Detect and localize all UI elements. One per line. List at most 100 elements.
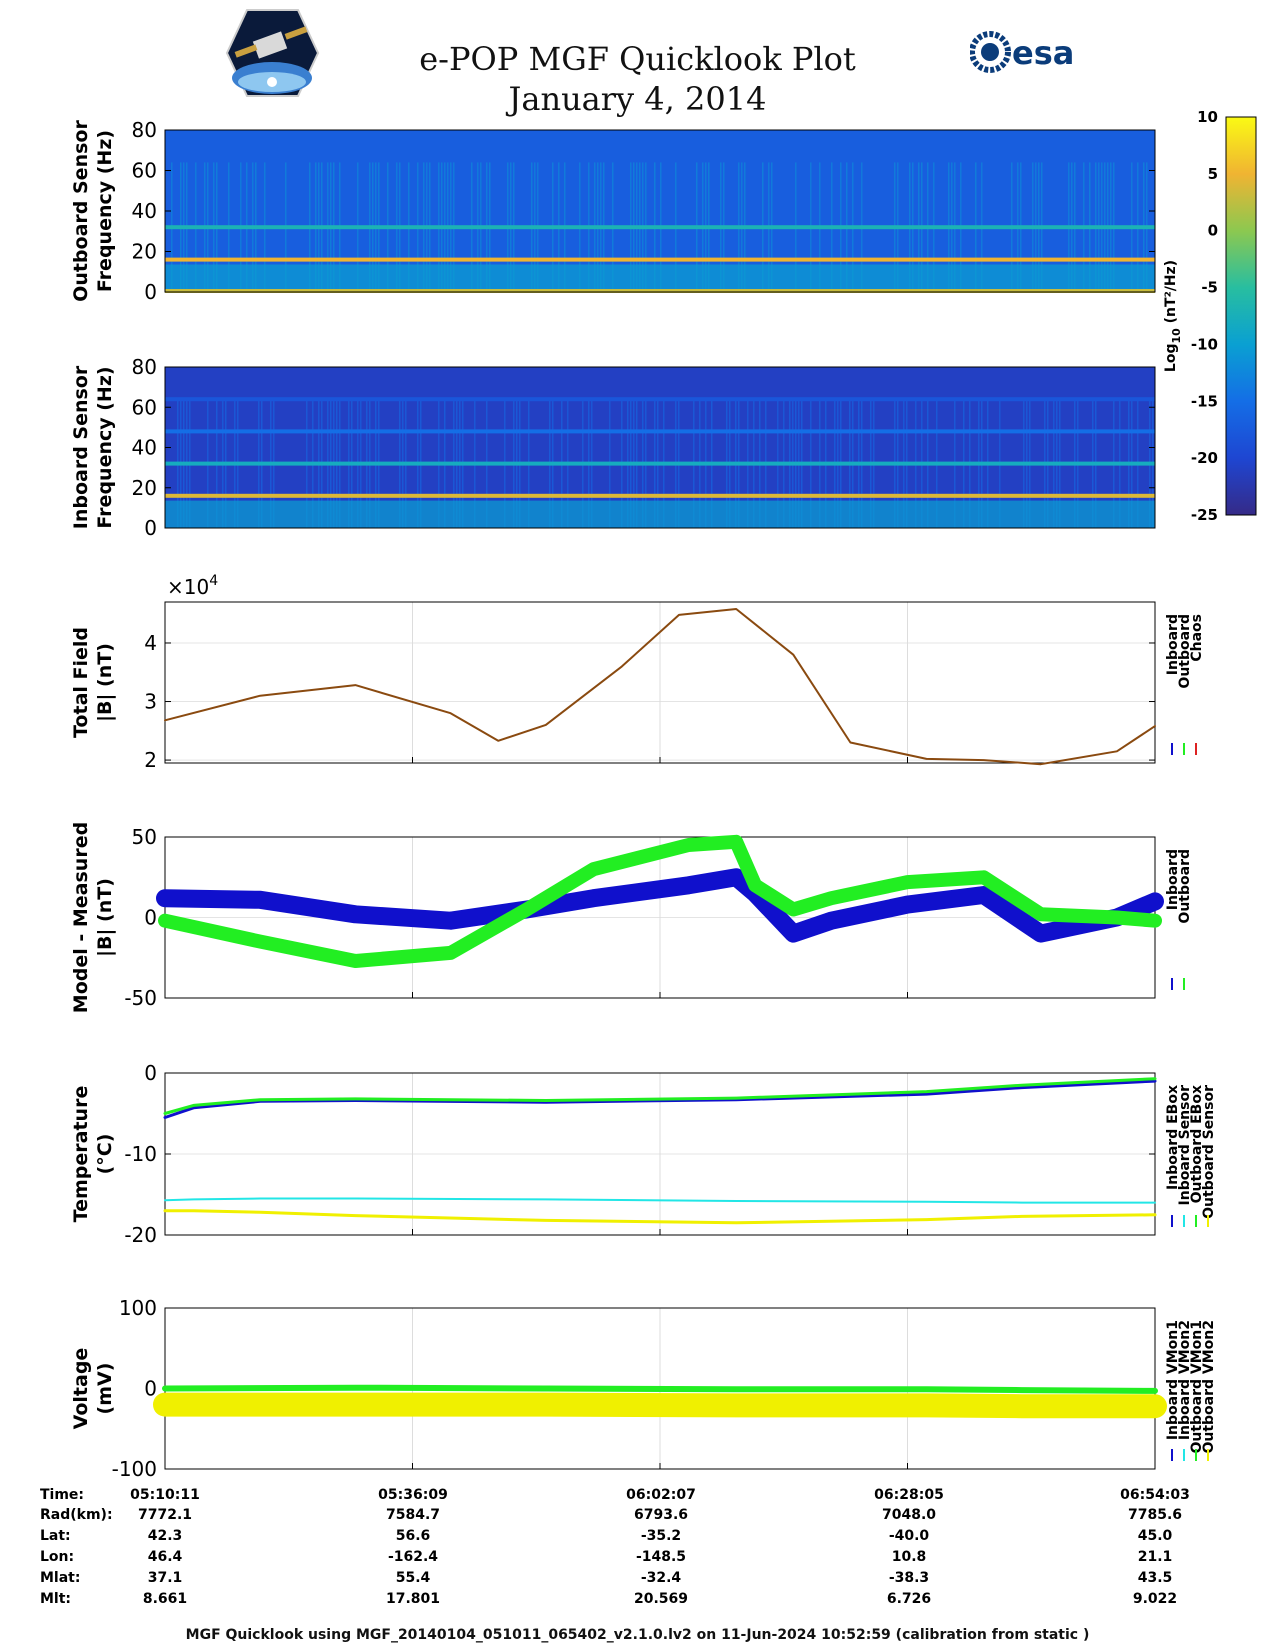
- legend-label-2-2: Chaos: [1189, 614, 1205, 662]
- ytick-label-2-0: 2: [144, 748, 157, 772]
- ephemeris-cell-2-3: -148.5: [636, 1549, 686, 1565]
- epop-mission-logo: [225, 9, 320, 97]
- ytick-label-2-1: 3: [144, 690, 157, 714]
- ephemeris-label-3: Lon:: [40, 1549, 74, 1565]
- ytick-label-4-1: -10: [124, 1142, 157, 1166]
- ephemeris-cell-4-2: 45.0: [1138, 1528, 1173, 1544]
- ephemeris-label-0: Time:: [40, 1487, 84, 1503]
- legend-entry-2-1: Outboard: [1177, 614, 1193, 689]
- spectrogram-band-1-0: [165, 493, 1155, 498]
- ytick-label-3-2: 50: [132, 825, 157, 849]
- colorbar-tick-1: 5: [1208, 165, 1218, 183]
- legend-entry-4-0: Inboard EBox: [1165, 1085, 1181, 1190]
- series-line-4-3: [163, 1209, 1157, 1225]
- series-line-5-3: [153, 1392, 1167, 1419]
- ephemeris-cell-2-0: 06:02:07: [626, 1487, 696, 1503]
- spectrogram-lowband-0: [165, 264, 1155, 292]
- ylabel-5: Voltage (mV): [70, 1348, 116, 1430]
- ephemeris-label-4: Mlat:: [40, 1570, 80, 1586]
- ephemeris-label-2: Lat:: [40, 1528, 71, 1544]
- ephemeris-cell-4-4: 43.5: [1138, 1570, 1173, 1586]
- legend-label-4-1: Inboard Sensor: [1177, 1085, 1193, 1206]
- spectrogram-lowband-1: [165, 500, 1155, 528]
- legend-entry-3-0: Inboard: [1165, 849, 1181, 910]
- colorbar-tick-6: -20: [1191, 449, 1218, 467]
- spectrogram-band-0-2: [165, 288, 1155, 293]
- ylabel-2: Total Field |B| (nT): [70, 627, 116, 738]
- ephemeris-label-1: Rad(km):: [40, 1507, 113, 1523]
- ephemeris-cell-1-1: 7584.7: [386, 1507, 440, 1523]
- ytick-label-1-2: 40: [132, 436, 157, 460]
- ylabel-line2-2: |B| (nT): [94, 643, 116, 722]
- ephemeris-cell-0-2: 42.3: [148, 1528, 183, 1544]
- legend-entry-5-1: Inboard VMon2: [1177, 1320, 1193, 1440]
- spectrogram-1: [165, 367, 1155, 528]
- colorbar-tick-5: -15: [1191, 392, 1218, 410]
- ephemeris-cell-1-3: -162.4: [388, 1549, 438, 1565]
- colorbar: [1225, 116, 1257, 516]
- legend-label-2-0: Inboard: [1165, 614, 1181, 675]
- ytick-label-5-2: 100: [119, 1296, 157, 1320]
- ylabel-line2-5: (mV): [94, 1363, 116, 1415]
- ephemeris-cell-3-5: 6.726: [887, 1591, 931, 1607]
- ylabel-line2-0: Frequency (Hz): [94, 130, 116, 292]
- ephemeris-cell-4-3: 21.1: [1138, 1549, 1173, 1565]
- series-line-4-1: [164, 1197, 1156, 1204]
- series-line-2-0: [164, 608, 1156, 766]
- ylabel-line1-1: Inboard Sensor: [70, 365, 92, 529]
- esa-logo: esa: [970, 31, 1074, 73]
- spectrogram-band-0-0: [165, 257, 1155, 262]
- ytick-label-3-1: 0: [144, 906, 157, 930]
- page-subtitle: January 4, 2014: [508, 80, 767, 118]
- esa-logo-text: esa: [1012, 34, 1074, 72]
- ytick-label-5-1: 0: [144, 1377, 157, 1401]
- ephemeris-cell-3-1: 7048.0: [882, 1507, 936, 1523]
- ytick-label-1-3: 60: [132, 395, 157, 419]
- legend-entry-2-2: Chaos: [1189, 614, 1205, 662]
- ylabel-line1-0: Outboard Sensor: [70, 120, 92, 302]
- exponent-label: ×104: [167, 573, 218, 599]
- ytick-label-0-0: 0: [144, 280, 157, 304]
- ytick-label-0-3: 60: [132, 159, 157, 183]
- ytick-label-4-2: 0: [144, 1061, 157, 1085]
- colorbar-tick-3: -5: [1201, 279, 1218, 297]
- ephemeris-cell-2-5: 20.569: [634, 1591, 688, 1607]
- ytick-label-3-0: -50: [124, 986, 157, 1010]
- ytick-label-1-0: 0: [144, 516, 157, 540]
- colorbar-label: Log10 (nT²/Hz): [1163, 260, 1183, 372]
- spectrogram-band-1-2: [165, 429, 1155, 434]
- ytick-label-0-4: 80: [132, 118, 157, 142]
- legend-entry-4-3: Outboard Sensor: [1201, 1085, 1217, 1219]
- legend-label-4-3: Outboard Sensor: [1201, 1085, 1217, 1219]
- legend-entry-5-3: Outboard VMon2: [1201, 1320, 1217, 1454]
- ephemeris-cell-3-0: 06:28:05: [874, 1487, 944, 1503]
- ephemeris-cell-2-4: -32.4: [641, 1570, 682, 1586]
- ytick-label-1-1: 20: [132, 476, 157, 500]
- ephemeris-cell-3-2: -40.0: [889, 1528, 930, 1544]
- ephemeris-cell-1-4: 55.4: [396, 1570, 431, 1586]
- legend-entry-3-1: Outboard: [1177, 849, 1193, 924]
- legend-label-5-3: Outboard VMon2: [1201, 1320, 1217, 1454]
- colorbar-tick-7: -25: [1191, 506, 1218, 524]
- legend-entry-4-2: Outboard EBox: [1189, 1085, 1205, 1203]
- colorbar-tick-0: 10: [1197, 108, 1218, 126]
- ylabel-4: Temperature (°C): [70, 1086, 116, 1223]
- ytick-label-4-0: -20: [124, 1223, 157, 1247]
- legend-label-5-2: Outboard VMon1: [1189, 1320, 1205, 1454]
- ephemeris-cell-1-2: 56.6: [396, 1528, 431, 1544]
- legend-label-4-0: Inboard EBox: [1165, 1085, 1181, 1190]
- ytick-label-1-4: 80: [132, 355, 157, 379]
- page-title: e-POP MGF Quicklook Plot: [419, 40, 856, 78]
- legend-entry-5-0: Inboard VMon1: [1165, 1320, 1181, 1440]
- spectrogram-band-0-1: [165, 225, 1155, 230]
- ephemeris-label-5: Mlt:: [40, 1591, 71, 1607]
- series-line-4-0: [163, 1079, 1157, 1119]
- ephemeris-cell-1-5: 17.801: [386, 1591, 440, 1607]
- ylabel-3: Model - Measured |B| (nT): [70, 822, 116, 1013]
- spectrogram-0: [165, 130, 1155, 293]
- legend-label-3-0: Inboard: [1165, 849, 1181, 910]
- ephemeris-cell-0-1: 7772.1: [138, 1507, 192, 1523]
- ephemeris-cell-3-4: -38.3: [889, 1570, 929, 1586]
- series-line-5-2: [162, 1384, 1158, 1394]
- ephemeris-cell-0-4: 37.1: [148, 1570, 183, 1586]
